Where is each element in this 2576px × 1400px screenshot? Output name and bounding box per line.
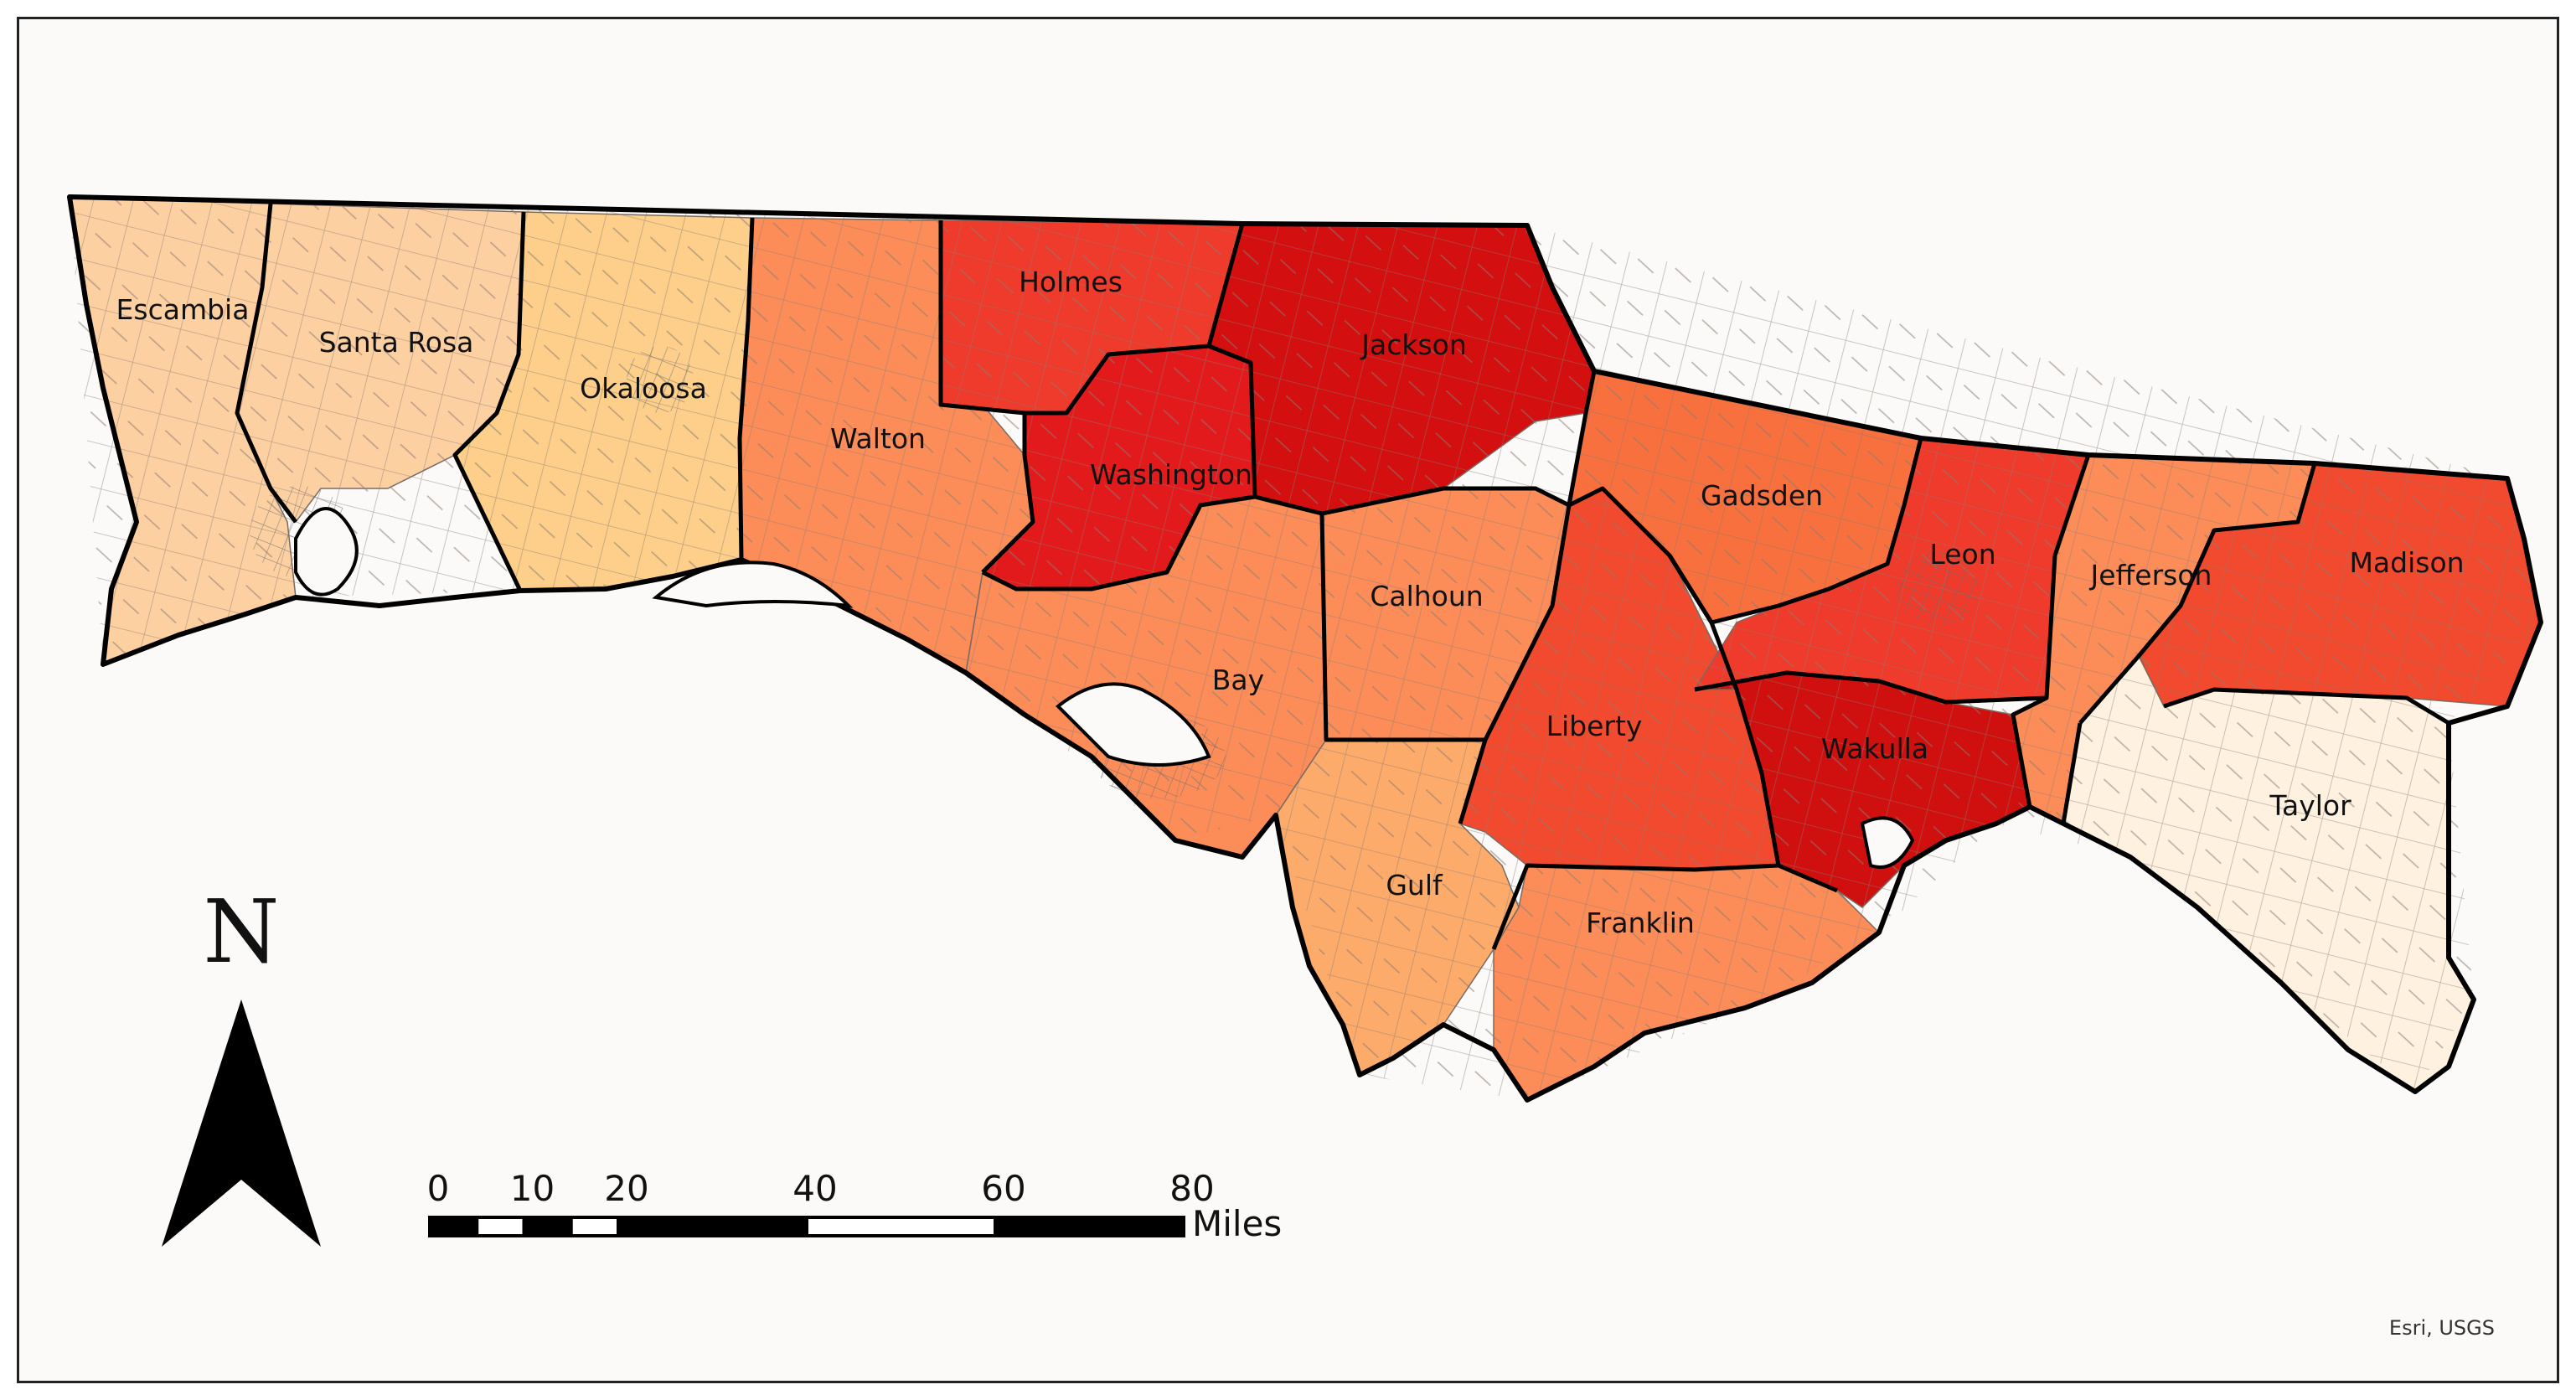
county-label-okaloosa: Okaloosa	[580, 372, 707, 405]
pensacola-bay	[294, 507, 359, 597]
county-label-gadsden: Gadsden	[1701, 479, 1823, 512]
county-label-gulf: Gulf	[1386, 869, 1443, 901]
scale-bar-segment	[522, 1216, 573, 1237]
county-label-holmes: Holmes	[1019, 266, 1123, 298]
scale-bar-segment	[617, 1216, 808, 1237]
scale-bar-segment	[475, 1216, 526, 1237]
north-arrow: N	[162, 881, 321, 1247]
map-canvas[interactable]: Escambia Santa Rosa Okaloosa Walton Holmes Wa…	[19, 19, 2562, 1386]
county-label-escambia: Escambia	[116, 293, 250, 326]
scale-bar-segment	[428, 1216, 479, 1237]
scale-tick-label: 40	[792, 1168, 837, 1209]
county-label-wakulla: Wakulla	[1821, 732, 1928, 765]
north-arrow-letter: N	[204, 881, 280, 983]
scale-tick-label: 20	[604, 1168, 648, 1209]
county-label-bay: Bay	[1212, 664, 1264, 696]
county-label-walton: Walton	[830, 422, 926, 455]
map-frame: Escambia Santa Rosa Okaloosa Walton Holmes Wa…	[17, 17, 2559, 1383]
region-outline	[67, 194, 2543, 1103]
tallahassee-tracts	[1896, 551, 1980, 627]
county-label-calhoun: Calhoun	[1370, 580, 1483, 612]
scale-units-label: Miles	[1192, 1203, 1282, 1244]
scale-tick-label: 10	[510, 1168, 555, 1209]
crestview-tracts	[627, 346, 694, 413]
scale-bar-segment	[569, 1216, 620, 1237]
scale-bar-segment	[994, 1216, 1185, 1237]
scale-tick-label: 80	[1169, 1168, 1214, 1209]
choctawhatchee-bay	[652, 561, 854, 608]
scale-tick-label: 60	[981, 1168, 1025, 1209]
county-label-leon: Leon	[1929, 538, 1995, 571]
county-label-washington: Washington	[1090, 458, 1252, 491]
apalachee-inlet	[1860, 816, 1915, 869]
county-label-madison: Madison	[2349, 546, 2464, 579]
scale-bar-segment	[805, 1216, 997, 1237]
county-label-santa-rosa: Santa Rosa	[319, 326, 474, 359]
north-arrow-icon	[162, 1000, 321, 1247]
scale-tick-label: 0	[427, 1168, 450, 1209]
county-label-jefferson: Jefferson	[2089, 559, 2212, 592]
attribution-text: Esri, USGS	[2389, 1316, 2495, 1340]
county-label-franklin: Franklin	[1586, 907, 1695, 939]
county-label-jackson: Jackson	[1360, 328, 1467, 361]
county-label-liberty: Liberty	[1546, 710, 1643, 742]
st-andrew-bay	[1056, 682, 1211, 767]
county-label-taylor: Taylor	[2269, 789, 2351, 822]
